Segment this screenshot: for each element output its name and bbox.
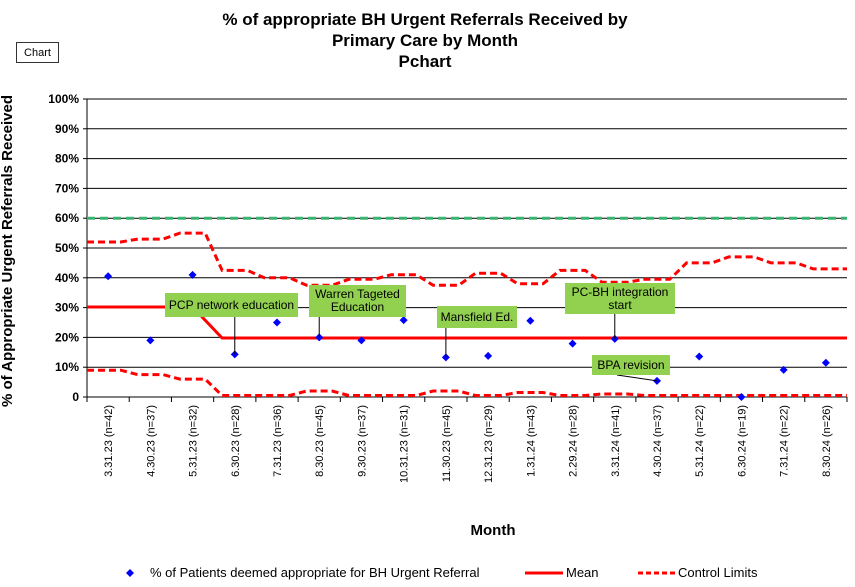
data-point bbox=[737, 393, 746, 401]
data-point bbox=[779, 365, 788, 374]
annotation-text: Warren Tageted bbox=[315, 287, 400, 301]
legend-item-points: % of Patients deemed appropriate for BH … bbox=[124, 565, 480, 580]
legend-marker-line bbox=[525, 571, 563, 574]
x-tick-label: 4.30.23 (n=37) bbox=[145, 405, 157, 477]
upper-control-limit bbox=[87, 231, 847, 287]
x-tick-label: 1.31.24 (n=43) bbox=[525, 405, 537, 477]
chart-plot: 0 10% 20% 30% 40% 50% 60% 70% 80% 90% 100% 3.31.23 … bbox=[48, 92, 848, 483]
x-tick-label: 5.31.24 (n=22) bbox=[694, 405, 706, 477]
lower-control-limit bbox=[87, 368, 847, 397]
data-point bbox=[146, 336, 155, 345]
y-tick-label: 0 bbox=[72, 390, 79, 404]
legend-marker-dashed-line bbox=[638, 571, 676, 574]
x-tick-label: 9.30.23 (n=37) bbox=[356, 405, 368, 477]
x-tick-label: 8.30.24 (n=26) bbox=[821, 405, 833, 477]
x-tick-label: 12.31.23 (n=29) bbox=[483, 405, 495, 483]
legend-label-mean: Mean bbox=[566, 565, 599, 580]
data-point bbox=[357, 336, 366, 345]
chart-title-line: Primary Care by Month bbox=[331, 31, 519, 50]
chart-title-line: % of appropriate BH Urgent Referrals Rec… bbox=[222, 10, 628, 29]
data-point bbox=[399, 316, 408, 325]
x-tick-label: 6.30.24 (n=19) bbox=[736, 405, 748, 477]
legend-marker-diamond bbox=[126, 568, 134, 577]
y-tick-label: 60% bbox=[55, 211, 79, 225]
chart-tag[interactable]: Chart bbox=[16, 42, 59, 63]
mean-line bbox=[87, 305, 847, 340]
chart-title: % of appropriate BH Urgent Referrals Rec… bbox=[150, 9, 700, 72]
x-axis-label: Month bbox=[470, 522, 516, 539]
annotation-box bbox=[565, 283, 675, 314]
y-tick-label: 30% bbox=[55, 301, 79, 315]
annotation-leader-line bbox=[616, 374, 658, 382]
annotation-box bbox=[437, 306, 517, 328]
x-tick-label: 7.31.23 (n=36) bbox=[272, 405, 284, 477]
chart-title-line: Pchart bbox=[398, 52, 452, 71]
legend-item-control-limits: Control Limits bbox=[638, 565, 757, 580]
x-tick-label: 11.30.23 (n=45) bbox=[441, 405, 453, 482]
annotation-text: Mansfield Ed. bbox=[441, 310, 514, 324]
data-point bbox=[821, 358, 830, 367]
y-tick-label: 20% bbox=[55, 330, 79, 344]
x-tick-label: 6.30.23 (n=28) bbox=[230, 405, 242, 477]
y-tick-label: 10% bbox=[55, 360, 79, 374]
legend: % of Patients deemed appropriate for BH … bbox=[0, 561, 855, 583]
y-tick-label: 50% bbox=[55, 241, 79, 255]
data-point bbox=[188, 270, 197, 279]
data-point bbox=[273, 318, 281, 327]
data-point bbox=[484, 351, 493, 360]
annotation-text: PC-BH integration bbox=[572, 285, 669, 299]
annotation-text: PCP network education bbox=[169, 298, 294, 312]
data-point bbox=[104, 272, 113, 281]
y-tick-label: 100% bbox=[48, 92, 79, 106]
x-tick-label: 8.30.23 (n=45) bbox=[314, 405, 326, 477]
data-point bbox=[568, 339, 577, 348]
annotation-text: BPA revision bbox=[597, 358, 664, 372]
legend-label-control-limits: Control Limits bbox=[678, 565, 758, 580]
y-tick-label: 70% bbox=[55, 181, 79, 195]
annotation-box bbox=[592, 355, 670, 375]
x-tick-label: 4.30.24 (n=37) bbox=[652, 405, 664, 477]
x-tick-label: 7.31.24 (n=22) bbox=[779, 405, 791, 477]
y-tick-label: 80% bbox=[55, 152, 79, 166]
annotation-box bbox=[165, 293, 298, 317]
annotation-box bbox=[309, 285, 406, 317]
x-tick-label: 10.31.23 (n=31) bbox=[399, 405, 411, 483]
y-tick-label: 40% bbox=[55, 271, 79, 285]
legend-item-mean: Mean bbox=[525, 565, 599, 580]
x-tick-label: 3.31.24 (n=41) bbox=[610, 405, 622, 477]
x-tick-label: 5.31.23 (n=32) bbox=[188, 405, 200, 477]
data-point bbox=[526, 316, 535, 325]
data-point bbox=[695, 352, 704, 361]
y-tick-label: 90% bbox=[55, 122, 79, 136]
annotation-text: start bbox=[608, 298, 632, 312]
annotation-text: Education bbox=[331, 300, 384, 314]
x-tick-label: 3.31.23 (n=42) bbox=[103, 405, 115, 477]
x-tick-label: 2.29.24 (n=28) bbox=[568, 405, 580, 477]
legend-label-points: % of Patients deemed appropriate for BH … bbox=[150, 565, 480, 580]
